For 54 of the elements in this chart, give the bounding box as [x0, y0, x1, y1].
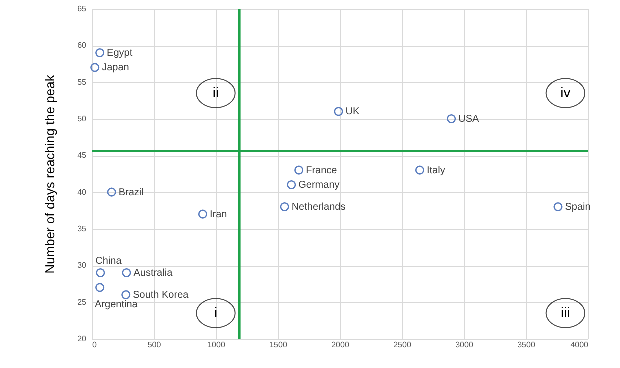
y-tick-label: 30 [78, 261, 88, 270]
y-tick-label: 40 [78, 188, 88, 197]
annotation: Iran [210, 209, 228, 220]
point [287, 180, 296, 190]
point [280, 202, 290, 212]
y-tick-label: 65 [78, 4, 88, 14]
y-tick-label: 60 [78, 41, 88, 50]
x-tick-label: 0 [92, 340, 98, 350]
y-tick-label: 20 [78, 334, 88, 344]
y-tick-label: 55 [78, 78, 88, 87]
y-tick-label: 50 [78, 114, 88, 124]
annotation: China [96, 256, 122, 267]
annotation: UK [346, 106, 360, 118]
x-tick-label: 3500 [518, 340, 536, 350]
point [96, 283, 105, 292]
annotation: Germany [298, 180, 340, 191]
point [334, 107, 344, 116]
annotation: Spain [565, 202, 591, 213]
x-tick-label: 3000 [456, 340, 474, 350]
annotation: Argentina [95, 300, 138, 311]
y-axis-title: Number of days reaching the peak [42, 74, 58, 274]
x-tick-label: 1000 [208, 340, 226, 350]
point [554, 202, 563, 212]
annotation: South Korea [133, 290, 190, 301]
y-tick-label: 45 [78, 151, 88, 160]
point [415, 166, 425, 175]
annotation: ii [212, 84, 220, 100]
point [294, 166, 304, 175]
annotation: i [214, 304, 218, 320]
point [90, 63, 100, 72]
point [447, 114, 456, 124]
y-tick-label: 25 [78, 298, 88, 307]
x-tick-label: 2500 [394, 340, 412, 350]
x-tick-label: 1500 [270, 340, 288, 350]
point [198, 210, 208, 219]
annotation: Italy [426, 165, 446, 176]
x-tick-label: 2000 [332, 340, 350, 350]
point [122, 290, 131, 300]
annotation: iii [561, 304, 570, 320]
annotation: France [306, 165, 338, 176]
annotation: Brazil [118, 187, 144, 198]
point [96, 268, 106, 278]
x-tick-label: 4000 [570, 340, 590, 350]
point [107, 188, 116, 197]
point [122, 268, 132, 278]
annotation: USA [458, 114, 480, 125]
y-tick-label: 35 [78, 224, 88, 234]
annotation: Australia [134, 268, 174, 279]
x-tick-label: 500 [148, 340, 162, 350]
annotation: Netherlands [292, 202, 346, 213]
annotation: iv [560, 84, 571, 100]
annotation: Japan [102, 62, 130, 74]
point [96, 48, 105, 58]
annotation: Egypt [107, 48, 133, 59]
